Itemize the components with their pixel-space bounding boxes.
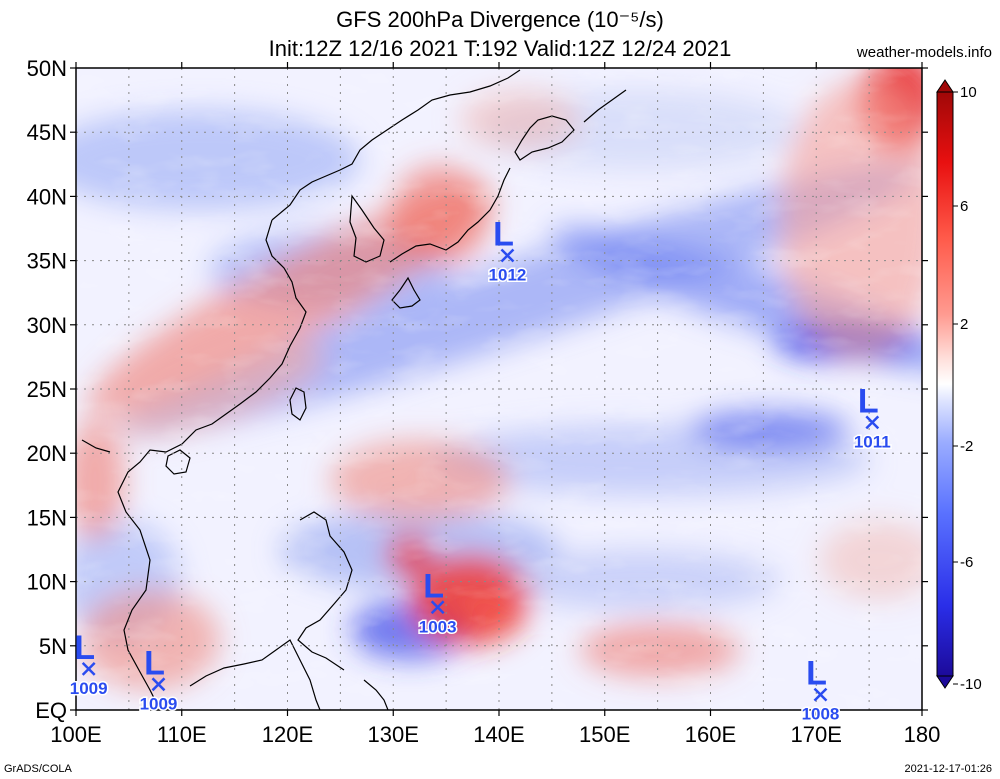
low-letter: L — [74, 629, 95, 667]
lat-label: 45N — [27, 120, 67, 145]
low-center-x — [500, 248, 515, 263]
low-marker: L 1009 — [138, 644, 179, 715]
lat-label: 10N — [27, 570, 67, 595]
low-pressure-value: 1011 — [854, 432, 891, 451]
site-label: weather-models.info — [856, 44, 992, 61]
colorbar-label: -2 — [960, 438, 973, 455]
low-marker: L 1009 — [68, 629, 109, 700]
low-pressure-value: 1009 — [140, 694, 178, 713]
lon-label: 180 — [904, 722, 941, 747]
low-center-x — [430, 600, 445, 615]
low-marker: L 1012 — [487, 215, 528, 285]
lat-label: 25N — [27, 377, 67, 402]
lon-label: 110E — [157, 722, 207, 747]
colorbar-label: 2 — [960, 316, 968, 333]
low-letter: L — [493, 215, 514, 253]
divergence-field — [76, 68, 922, 710]
colorbar: 10 6 2 -2 -6 -10 — [936, 79, 982, 693]
lat-label: 5N — [39, 634, 67, 659]
low-letter: L — [144, 644, 165, 682]
lon-label: 130E — [368, 722, 419, 747]
chart-subtitle: Init:12Z 12/16 2021 T:192 Valid:12Z 12/2… — [268, 36, 732, 61]
colorbar-label: -10 — [960, 676, 982, 693]
lon-label: 150E — [579, 722, 630, 747]
axis-ticks: EQ 5N 10N 15N 20N 25N 30N 35N 40N 45N 50N 100E 110E 1… — [27, 56, 941, 747]
colorbar-label: 10 — [960, 84, 977, 101]
lat-label: EQ — [35, 698, 67, 723]
lat-label: 50N — [27, 56, 67, 81]
timestamp-label: 2021-12-17-01:26 — [904, 763, 992, 775]
low-marker: L 1003 — [417, 567, 458, 638]
lat-label: 20N — [27, 441, 67, 466]
lon-label: 100E — [50, 722, 101, 747]
software-label: GrADS/COLA — [4, 763, 72, 775]
chart-title: GFS 200hPa Divergence (10⁻⁵/s) — [336, 7, 664, 32]
low-pressure-value: 1003 — [419, 617, 457, 636]
lat-label: 35N — [27, 249, 67, 274]
low-letter: L — [806, 655, 827, 693]
low-pressure-markers: L 1012 L 1011 L 1003 L 1009 L 1009 L 1008 — [68, 215, 892, 726]
low-pressure-value: 1012 — [489, 265, 527, 284]
lat-label: 30N — [27, 313, 67, 338]
low-center-x — [865, 415, 880, 430]
lat-label: 40N — [27, 184, 67, 209]
low-center-x — [81, 662, 96, 676]
colorbar-label: 6 — [960, 198, 968, 215]
low-pressure-value: 1008 — [802, 705, 840, 724]
lat-label: 15N — [27, 505, 67, 530]
colorbar-label: -6 — [960, 554, 973, 571]
grid-lines — [76, 68, 922, 710]
low-center-x — [813, 687, 828, 702]
lon-label: 160E — [685, 722, 736, 747]
low-pressure-value: 1009 — [70, 679, 108, 698]
low-marker: L 1011 — [852, 382, 892, 453]
low-marker: L 1008 — [800, 655, 841, 726]
low-letter: L — [423, 567, 444, 605]
low-letter: L — [858, 382, 879, 420]
lon-label: 170E — [791, 722, 842, 747]
low-center-x — [151, 677, 166, 692]
lon-label: 120E — [262, 722, 313, 747]
coastlines — [81, 69, 627, 710]
lon-label: 140E — [473, 722, 524, 747]
